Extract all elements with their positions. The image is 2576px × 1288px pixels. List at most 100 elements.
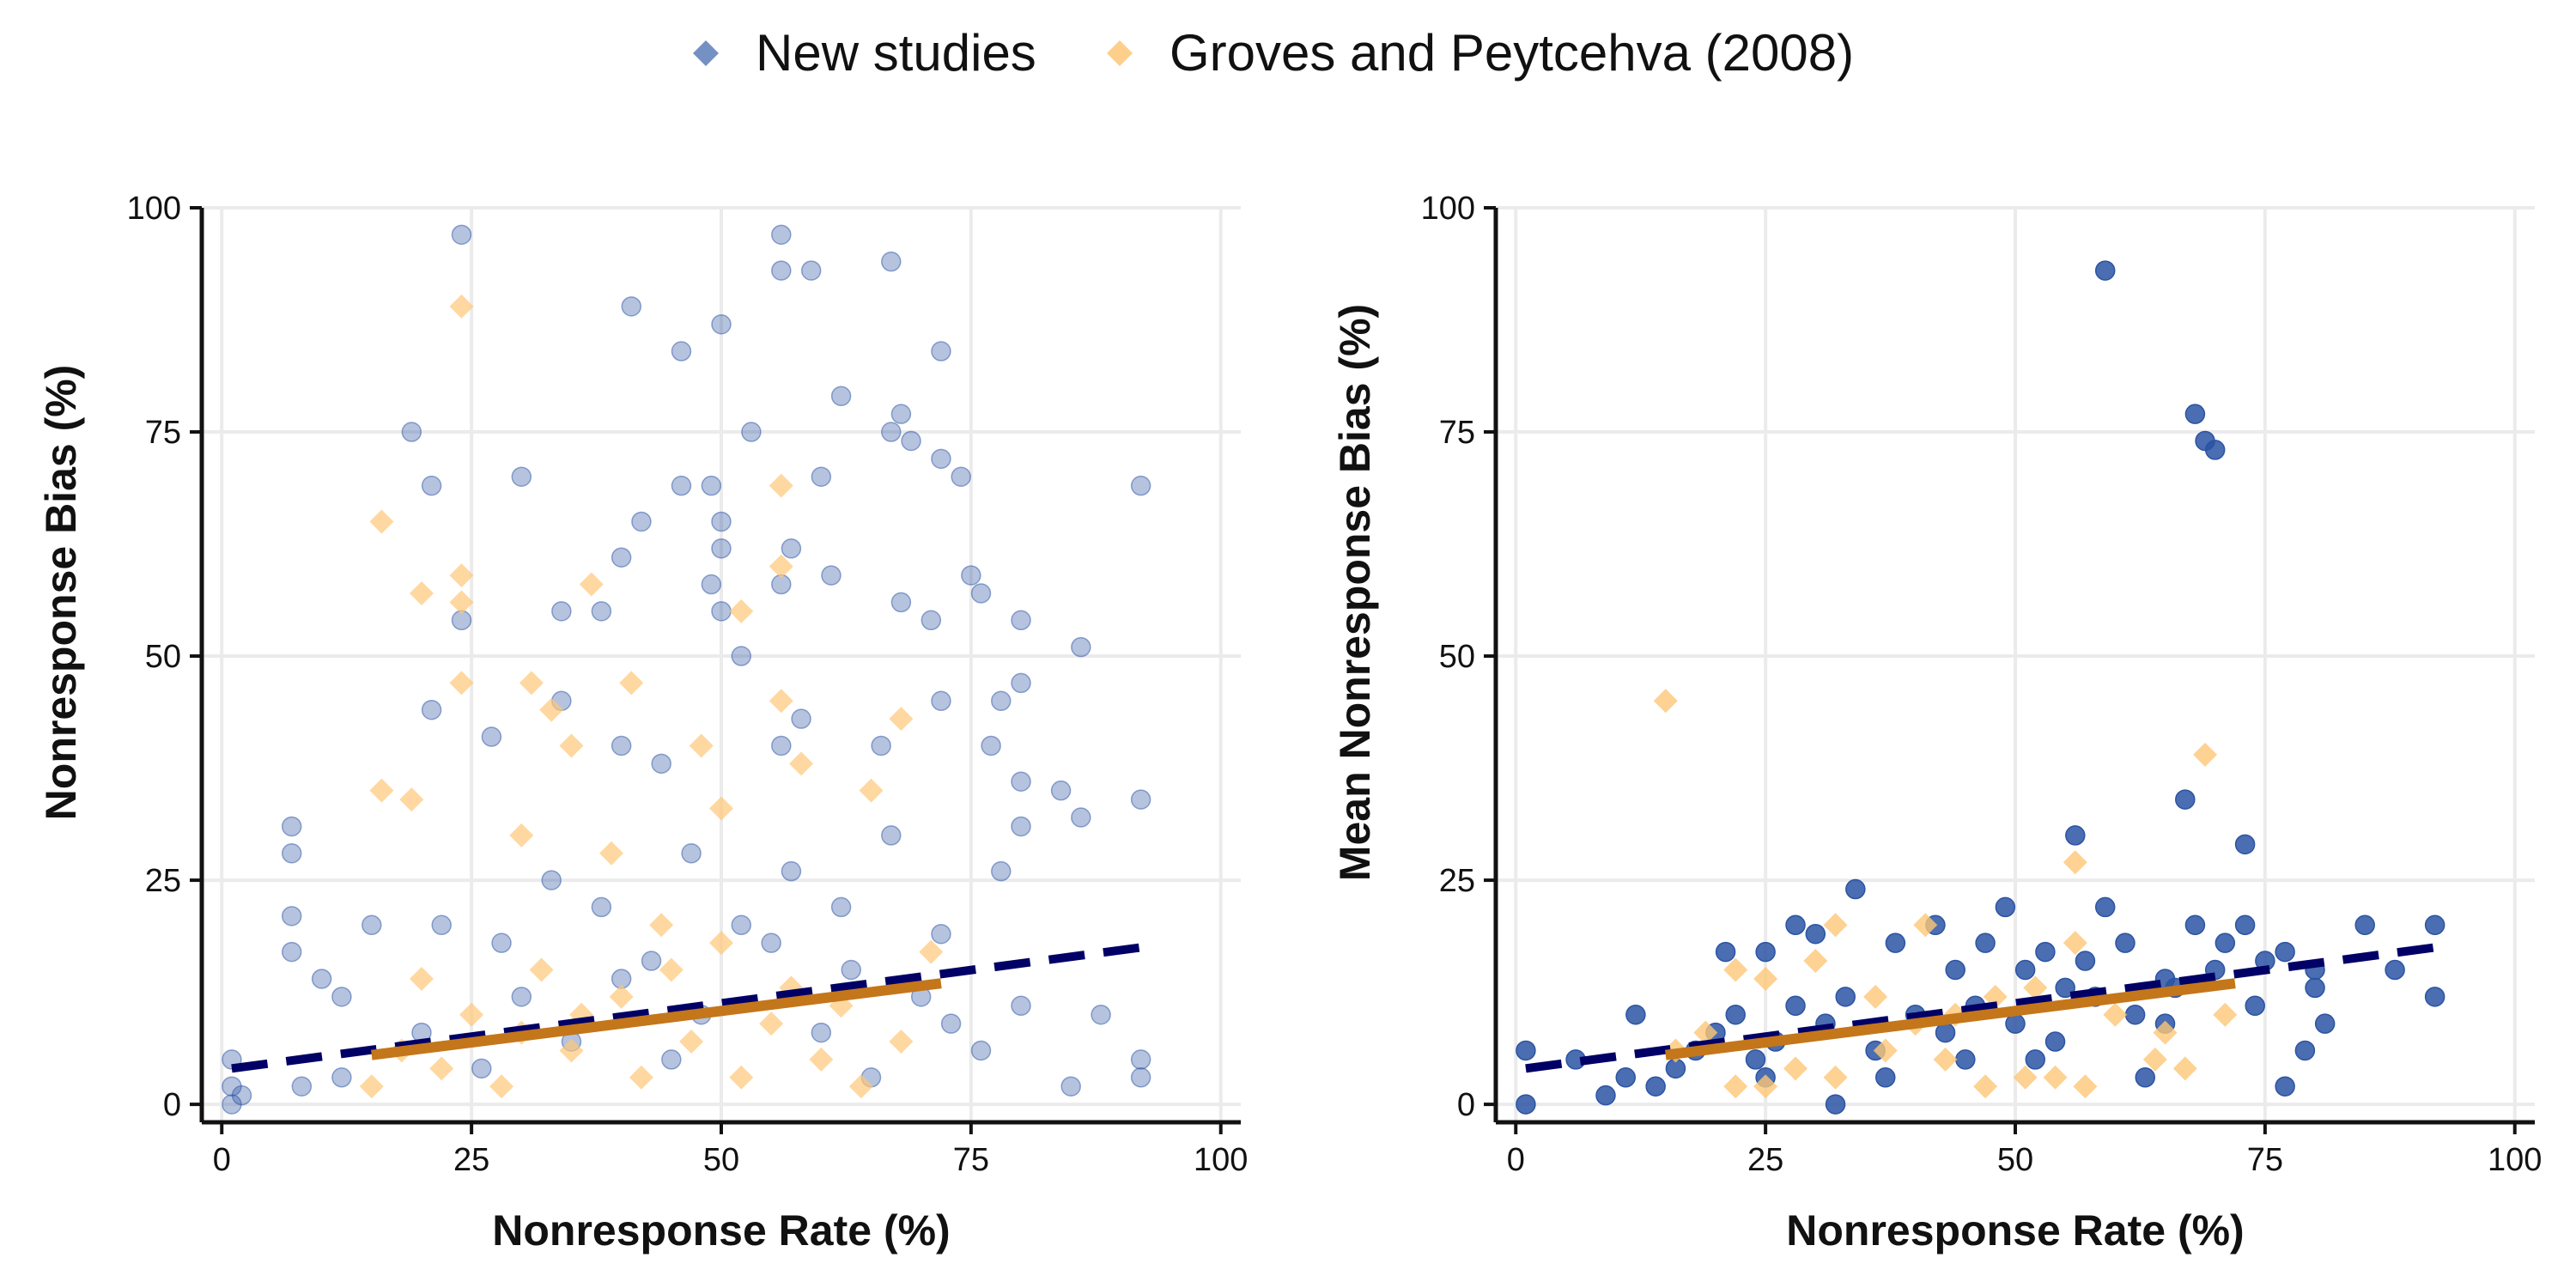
point-groves-peytcehva <box>659 957 683 982</box>
x-tick-label-left: 25 <box>453 1142 489 1178</box>
y-tick-label-right: 100 <box>1421 191 1475 227</box>
point-new-studies <box>671 475 692 496</box>
point-groves-peytcehva <box>2043 1065 2068 1090</box>
point-groves-peytcehva <box>619 671 644 696</box>
x-tick-label-left: 100 <box>1194 1142 1248 1178</box>
point-new-studies <box>1130 1067 1151 1088</box>
point-new-studies <box>901 430 921 452</box>
point-groves-peytcehva <box>559 733 584 758</box>
point-new-studies <box>2184 914 2206 936</box>
point-new-studies <box>1845 878 1866 900</box>
point-groves-peytcehva <box>529 957 554 982</box>
point-new-studies <box>830 386 852 407</box>
point-new-studies <box>1825 1094 1846 1115</box>
point-new-studies <box>471 1058 492 1079</box>
point-new-studies <box>2294 1040 2316 1061</box>
point-new-studies <box>2115 933 2136 953</box>
point-new-studies <box>2025 1049 2046 1070</box>
point-groves-peytcehva <box>599 841 624 866</box>
x-tick-label-right: 100 <box>2488 1142 2542 1178</box>
point-new-studies <box>2204 440 2226 460</box>
point-new-studies <box>2065 825 2086 846</box>
point-groves-peytcehva <box>429 1056 454 1081</box>
point-new-studies <box>651 753 671 775</box>
point-new-studies <box>1071 807 1091 828</box>
point-groves-peytcehva <box>1723 1074 1748 1099</box>
point-new-studies <box>791 708 811 729</box>
y-tick-label-left: 100 <box>127 191 181 227</box>
point-groves-peytcehva <box>1803 949 1828 974</box>
point-groves-peytcehva <box>2103 1002 2128 1027</box>
points-left <box>222 224 1151 1115</box>
point-groves-peytcehva <box>449 590 474 615</box>
point-new-studies <box>611 735 632 756</box>
point-groves-peytcehva <box>449 563 474 588</box>
point-new-studies <box>451 224 472 246</box>
x-tick-label-right: 25 <box>1747 1142 1783 1178</box>
point-new-studies <box>2424 914 2445 936</box>
point-new-studies <box>991 860 1012 882</box>
points-right <box>1516 260 2445 1115</box>
point-new-studies <box>1955 1049 1976 1070</box>
point-groves-peytcehva <box>449 671 474 696</box>
trendline-new-studies <box>1525 943 2436 1073</box>
point-new-studies <box>511 987 532 1007</box>
point-groves-peytcehva <box>848 1074 873 1099</box>
point-new-studies <box>1785 914 1806 936</box>
point-new-studies <box>1130 1049 1151 1070</box>
legend-marker-new-studies <box>693 40 719 66</box>
point-new-studies <box>1785 995 1806 1017</box>
point-new-studies <box>281 816 302 837</box>
point-new-studies <box>890 404 912 424</box>
point-new-studies <box>931 923 951 945</box>
point-groves-peytcehva <box>1823 1065 1848 1090</box>
point-new-studies <box>1011 610 1031 631</box>
point-new-studies <box>1875 1067 1896 1088</box>
point-new-studies <box>631 511 652 532</box>
legend-item-groves-peytcehva: Groves and Peytcehva (2008) <box>1107 24 1854 82</box>
legend-label-new-studies: New studies <box>756 24 1036 82</box>
point-groves-peytcehva <box>1753 1074 1778 1099</box>
point-new-studies <box>1516 1040 1536 1061</box>
x-tick-label-left: 75 <box>953 1142 989 1178</box>
point-groves-peytcehva <box>409 966 434 991</box>
point-groves-peytcehva <box>679 1030 704 1054</box>
point-new-studies <box>731 646 752 666</box>
point-groves-peytcehva <box>399 787 424 812</box>
point-groves-peytcehva <box>2063 850 2087 875</box>
legend-item-new-studies: New studies <box>693 24 1036 82</box>
point-groves-peytcehva <box>1653 689 1678 714</box>
point-new-studies <box>970 1040 992 1061</box>
gridlines-left <box>202 206 1241 1122</box>
point-groves-peytcehva <box>1973 1074 1998 1099</box>
point-new-studies <box>1945 959 1965 981</box>
point-groves-peytcehva <box>709 931 733 956</box>
point-groves-peytcehva <box>369 778 394 803</box>
point-new-studies <box>401 422 422 442</box>
point-new-studies <box>761 933 781 953</box>
right-panel-mean-nonresponse-bias: Nonresponse Rate (%) Mean Nonresponse Bi… <box>1331 191 2542 1255</box>
point-new-studies <box>821 565 841 586</box>
point-new-studies <box>2215 933 2236 953</box>
point-new-studies <box>1060 1076 1081 1097</box>
point-groves-peytcehva <box>1913 913 1938 938</box>
point-new-studies <box>2035 941 2056 963</box>
point-new-studies <box>1625 1004 1646 1025</box>
point-new-studies <box>1050 780 1072 801</box>
y-tick-label-right: 50 <box>1439 639 1475 675</box>
point-groves-peytcehva <box>359 1074 384 1099</box>
point-new-studies <box>641 951 662 971</box>
point-new-studies <box>1975 933 1996 953</box>
x-axis-title-left: Nonresponse Rate (%) <box>492 1206 950 1255</box>
point-groves-peytcehva <box>2073 1074 2098 1099</box>
point-new-studies <box>681 843 702 864</box>
point-new-studies <box>541 870 562 890</box>
point-new-studies <box>951 466 971 487</box>
point-new-studies <box>701 475 722 496</box>
point-new-studies <box>871 735 891 756</box>
point-groves-peytcehva <box>449 294 474 319</box>
point-new-studies <box>2354 914 2375 936</box>
point-new-studies <box>1011 672 1031 694</box>
point-new-studies <box>771 224 792 246</box>
